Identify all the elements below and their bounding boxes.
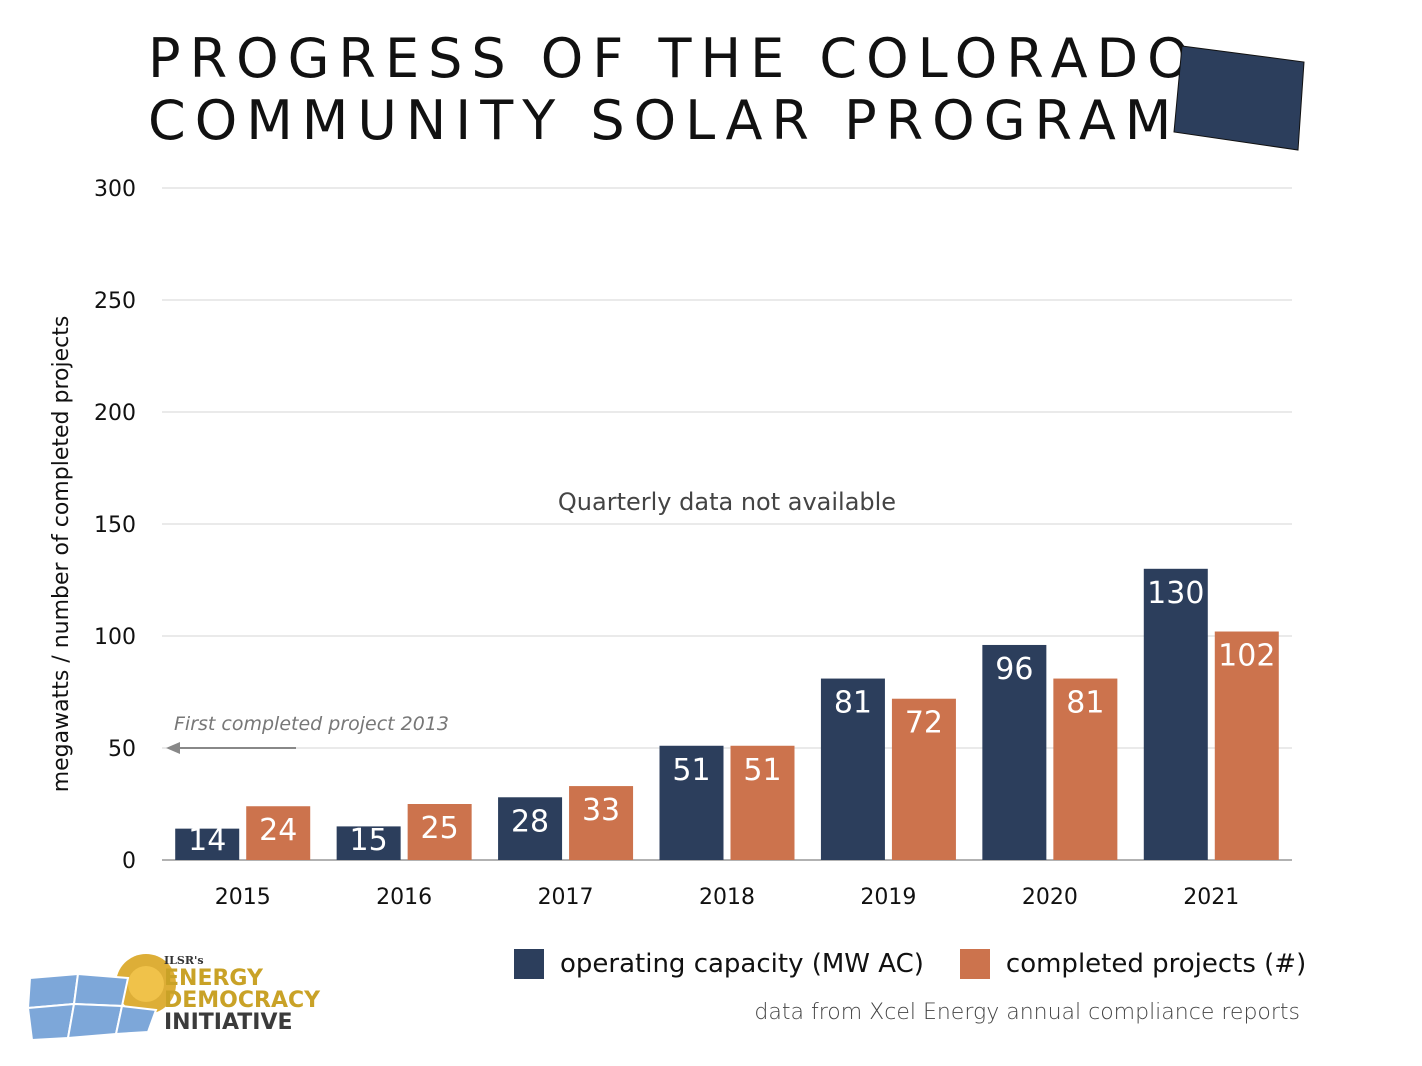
energy-democracy-logo <box>28 954 176 1042</box>
bar-capacity <box>982 644 1047 860</box>
title-line-2: COMMUNITY SOLAR PROGRAM <box>148 89 1181 152</box>
source-note: data from Xcel Energy annual compliance … <box>754 1000 1300 1025</box>
data-label: 25 <box>421 811 459 846</box>
x-tick-label: 2017 <box>538 885 594 910</box>
chart-title: PROGRESS OF THE COLORADO COMMUNITY SOLAR… <box>148 27 1199 152</box>
bar-projects <box>1214 631 1279 860</box>
legend-label-projects: completed projects (#) <box>1005 949 1307 979</box>
logo-line-2: DEMOCRACY <box>164 988 321 1013</box>
x-tick-label: 2015 <box>215 885 271 910</box>
x-tick-label: 2016 <box>376 885 432 910</box>
annotation-first-project: First completed project 2013 <box>174 713 449 735</box>
y-axis-label: megawatts / number of completed projects <box>49 316 74 793</box>
annotation-quarterly: Quarterly data not available <box>558 488 896 516</box>
legend-swatch-projects <box>959 949 990 979</box>
data-label: 72 <box>905 706 943 741</box>
title-line-1: PROGRESS OF THE COLORADO <box>148 27 1199 90</box>
bar-capacity <box>175 828 240 860</box>
legend-item-capacity: operating capacity (MW AC) <box>514 949 924 979</box>
bar-projects <box>569 786 634 860</box>
bar-projects <box>1053 678 1118 860</box>
data-label: 102 <box>1218 639 1275 674</box>
arrow-left-icon <box>166 742 180 754</box>
colorado-state-icon <box>1173 45 1305 151</box>
sun-rays-icon <box>116 954 176 1014</box>
y-tick-label: 300 <box>94 177 136 202</box>
y-tick-label: 200 <box>94 401 136 426</box>
x-tick-label: 2021 <box>1183 885 1239 910</box>
bar-capacity <box>820 678 885 860</box>
y-tick-label: 100 <box>94 625 136 650</box>
data-label: 51 <box>672 753 710 788</box>
data-label: 81 <box>834 686 872 721</box>
logo-line-3: INITIATIVE <box>164 1010 293 1035</box>
bar-projects <box>730 745 795 860</box>
bar-projects <box>891 698 956 860</box>
y-tick-label: 50 <box>108 737 136 762</box>
data-label: 81 <box>1066 686 1104 721</box>
bar-capacity <box>1143 568 1208 860</box>
data-label: 33 <box>582 793 620 828</box>
bar-capacity <box>498 797 563 860</box>
logo-small-text: ILSR's <box>164 954 204 967</box>
x-tick-label: 2020 <box>1022 885 1078 910</box>
chart-legend: operating capacity (MW AC) completed pro… <box>514 946 1342 982</box>
bar-capacity <box>659 745 724 860</box>
data-label: 14 <box>188 823 226 858</box>
data-label: 24 <box>259 813 297 848</box>
solar-panels-icon <box>28 972 158 1042</box>
data-label: 51 <box>743 753 781 788</box>
logo-line-1: ENERGY <box>164 966 263 991</box>
legend-swatch-capacity <box>514 949 544 979</box>
legend-item-projects: completed projects (#) <box>959 949 1307 979</box>
x-tick-label: 2018 <box>699 885 755 910</box>
legend-label-capacity: operating capacity (MW AC) <box>560 949 924 979</box>
data-label: 96 <box>995 652 1033 687</box>
y-tick-label: 0 <box>122 849 136 874</box>
colorado-state-shape <box>1173 45 1305 151</box>
logo-text: ILSR's ENERGY DEMOCRACY INITIATIVE <box>164 954 320 1034</box>
bar-capacity <box>336 826 401 860</box>
y-tick-label: 150 <box>94 513 136 538</box>
data-label: 130 <box>1147 576 1204 611</box>
x-tick-label: 2019 <box>860 885 916 910</box>
y-tick-label: 250 <box>94 289 136 314</box>
bar-chart: 0 50 100 150 200 250 300 megawatts / number of … <box>49 177 1292 910</box>
data-label: 28 <box>511 804 549 839</box>
data-label: 15 <box>350 823 388 858</box>
bar-projects <box>407 804 472 860</box>
bar-projects <box>246 806 311 860</box>
